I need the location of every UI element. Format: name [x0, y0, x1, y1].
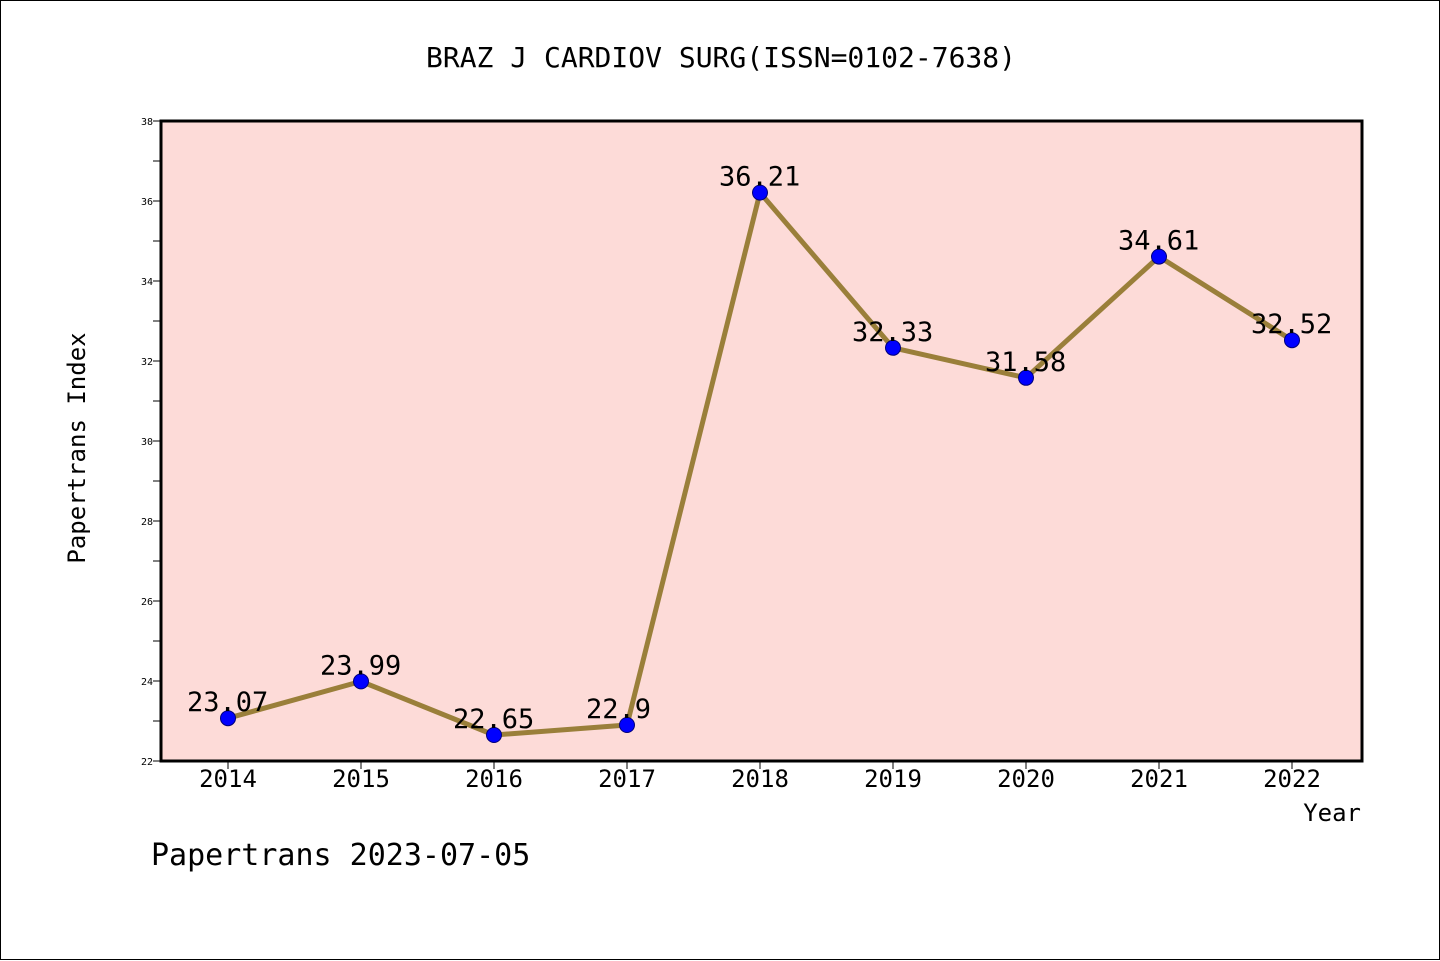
x-tick-label: 2019: [864, 765, 922, 793]
y-tick-label: 28: [141, 517, 153, 528]
y-tick-label: 36: [141, 197, 153, 208]
data-label: 22.9: [586, 694, 651, 725]
y-tick-label: 32: [141, 357, 153, 368]
data-label: 23.99: [320, 650, 401, 681]
series-markers: [220, 184, 1300, 743]
data-labels: 23.07 23.99 22.65 22.9 36.21 32.33 31.58 34.61 3…: [187, 162, 1332, 735]
y-tick-label: 34: [141, 277, 153, 288]
data-point: [752, 184, 768, 201]
x-tick-label: 2014: [199, 765, 257, 793]
data-point: [885, 339, 901, 356]
data-label: 32.33: [852, 317, 933, 348]
data-point: [1018, 369, 1034, 386]
data-label: 36.21: [719, 162, 800, 193]
y-axis: 22 24 26 28 30 32 34 36 38: [141, 117, 161, 768]
y-tick-label: 24: [141, 677, 153, 688]
y-tick-label: 30: [141, 437, 153, 448]
x-tick-label: 2018: [731, 765, 789, 793]
data-point: [486, 727, 502, 743]
data-label: 34.61: [1118, 226, 1199, 257]
x-tick-label: 2017: [598, 765, 656, 793]
data-point: [353, 673, 369, 690]
x-tick-label: 2015: [332, 765, 390, 793]
y-axis-label: Papertrans Index: [63, 332, 91, 563]
y-tick-label: 38: [141, 117, 153, 128]
data-label: 22.65: [453, 704, 534, 735]
data-label: 31.58: [985, 347, 1066, 378]
x-tick-label: 2020: [997, 765, 1055, 793]
data-point: [619, 717, 635, 733]
data-label: 23.07: [187, 687, 268, 718]
data-point: [220, 710, 236, 727]
x-tick-label: 2016: [465, 765, 523, 793]
plot-area: [159, 119, 1364, 763]
chart-title: BRAZ J CARDIOV SURG(ISSN=0102-7638): [426, 41, 1016, 74]
data-point: [1284, 332, 1300, 349]
data-label: 32.52: [1251, 309, 1332, 340]
x-tick-label: 2021: [1130, 765, 1188, 793]
y-tick-label: 22: [141, 757, 153, 768]
data-point: [1151, 248, 1167, 265]
footer-note: Papertrans 2023-07-05: [151, 838, 530, 873]
x-axis-label: Year: [1303, 799, 1361, 827]
x-tick-label: 2022: [1263, 765, 1321, 793]
x-axis: 2014 2015 2016 2017 2018 2019 2020 2021 2022: [199, 761, 1321, 793]
y-tick-label: 26: [141, 597, 153, 608]
